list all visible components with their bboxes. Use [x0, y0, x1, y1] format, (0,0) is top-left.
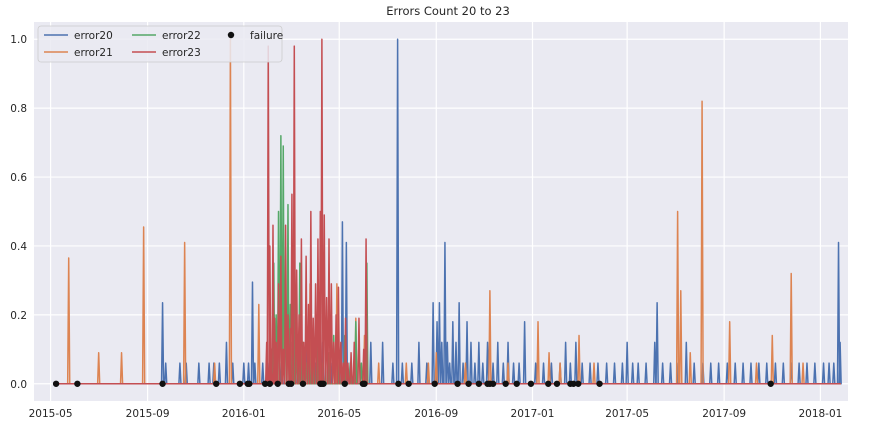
y-tick-label: 0.8: [10, 103, 27, 115]
plot-area: [34, 22, 848, 401]
y-tick-label: 0.4: [10, 241, 27, 253]
failure-point: [545, 380, 552, 387]
failure-point: [570, 380, 577, 387]
x-tick-label: 2016-01: [222, 408, 266, 420]
failure-point: [502, 380, 509, 387]
y-tick-label: 1.0: [10, 34, 27, 46]
legend-label-failure: failure: [250, 30, 283, 42]
y-tick-label: 0.0: [10, 379, 27, 391]
x-tick-label: 2018-01: [798, 408, 842, 420]
legend-swatch-failure: [227, 31, 235, 39]
x-tick-label: 2017-09: [702, 408, 746, 420]
failure-point: [454, 380, 461, 387]
x-tick-label: 2016-05: [317, 408, 361, 420]
x-tick-label: 2016-09: [414, 408, 458, 420]
failure-point: [465, 380, 472, 387]
failure-point: [261, 380, 269, 387]
legend-box: [37, 25, 283, 63]
x-tick-label: 2015-05: [29, 408, 73, 420]
x-tick-label: 2017-05: [605, 408, 649, 420]
failure-point: [575, 380, 582, 387]
failure-point: [431, 380, 438, 387]
failure-point: [361, 380, 368, 387]
failure-point: [527, 380, 535, 387]
failure-point: [236, 380, 244, 387]
x-tick-label: 2015-09: [126, 408, 170, 420]
legend-label-error22: error22: [162, 30, 201, 42]
failure-point: [405, 380, 412, 387]
legend-label-error23: error23: [162, 47, 201, 59]
x-tick-label: 2017-01: [511, 408, 555, 420]
failure-point: [475, 380, 483, 387]
failure-point: [52, 380, 60, 387]
failure-point: [213, 380, 220, 387]
failure-point: [159, 380, 166, 387]
failure-point: [274, 380, 281, 387]
failure-point: [395, 380, 402, 387]
failure-markers: [52, 380, 774, 387]
failure-point: [341, 380, 348, 387]
y-tick-label: 0.2: [10, 310, 27, 322]
failure-point: [266, 380, 274, 387]
y-axis: 0.0 0.2 0.4 0.6 0.8 1.0: [10, 34, 27, 391]
failure-point: [513, 380, 520, 387]
legend-label-error21: error21: [74, 47, 113, 59]
legend: error20 error21 error22 error23 failure: [37, 25, 283, 63]
y-tick-label: 0.6: [10, 172, 27, 184]
failure-point: [767, 380, 774, 387]
failure-point: [596, 380, 603, 387]
failure-point: [246, 380, 253, 387]
series-line-error21: [56, 38, 841, 385]
failure-point: [320, 380, 327, 387]
chart-title: Errors Count 20 to 23: [386, 4, 510, 18]
failure-point: [553, 380, 561, 387]
legend-label-error20: error20: [74, 30, 113, 42]
failure-point: [287, 380, 295, 387]
failure-point: [489, 380, 497, 387]
failure-point: [299, 380, 307, 387]
x-axis: 2015-05 2015-09 2016-01 2016-05 2016-09 2017-…: [29, 408, 843, 420]
failure-point: [74, 380, 81, 387]
